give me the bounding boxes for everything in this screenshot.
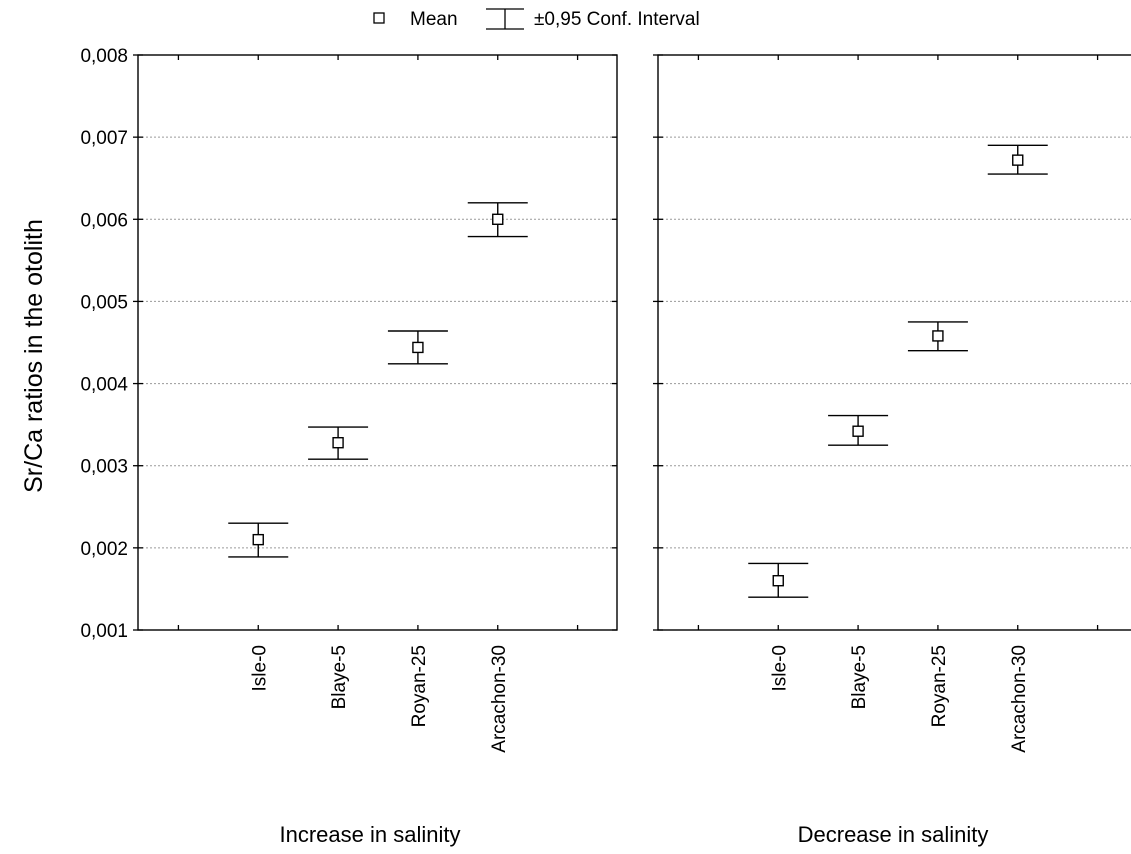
x-axis-label: Increase in salinity — [280, 822, 461, 847]
mean-point — [492, 213, 504, 225]
chart-panel-2: Isle-0 Blaye-5 Royan-25 Arcachon-30 Decrease… — [653, 54, 1131, 847]
mean-point — [932, 330, 944, 342]
mean-point — [1012, 154, 1024, 166]
x-axis-label: Decrease in salinity — [798, 822, 989, 847]
y-tick-label: 0,004 — [80, 375, 128, 396]
y-tick-label: 0,005 — [80, 292, 128, 313]
mean-point — [772, 575, 784, 587]
y-tick-label: 0,007 — [80, 128, 128, 149]
legend-mean-label: Mean — [410, 9, 458, 30]
legend-mean-marker — [373, 12, 385, 24]
x-tick-label: Arcachon-30 — [1009, 645, 1030, 753]
x-tick-label: Isle-0 — [249, 645, 270, 691]
x-tick-label: Blaye-5 — [849, 645, 870, 709]
legend-interval-label: ±0,95 Conf. Interval — [534, 9, 700, 30]
mean-point — [332, 437, 344, 449]
x-tick-label: Royan-25 — [929, 645, 950, 727]
y-tick-label: 0,001 — [80, 621, 128, 642]
x-tick-label: Blaye-5 — [329, 645, 350, 709]
y-tick-label: 0,008 — [80, 46, 128, 67]
mean-point — [412, 341, 424, 354]
y-tick-label: 0,006 — [80, 210, 128, 231]
mean-point — [852, 425, 864, 437]
legend-interval-marker — [486, 8, 524, 30]
x-tick-label: Isle-0 — [769, 645, 790, 691]
mean-point — [252, 533, 264, 546]
chart-panel-1: 0,001 0,002 0,003 0,004 0,005 0,006 0,007 0,008… — [80, 46, 618, 847]
x-tick-label: Arcachon-30 — [489, 645, 510, 753]
plot-frame — [657, 54, 1131, 631]
x-tick-label: Royan-25 — [409, 645, 430, 727]
y-tick-label: 0,003 — [80, 457, 128, 478]
plot-frame — [137, 54, 618, 631]
y-axis-label: Sr/Ca ratios in the otolith — [20, 219, 48, 493]
legend: Mean ±0,95 Conf. Interval — [373, 8, 700, 30]
y-tick-label: 0,002 — [80, 539, 128, 560]
